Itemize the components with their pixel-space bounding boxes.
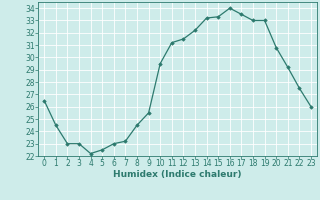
X-axis label: Humidex (Indice chaleur): Humidex (Indice chaleur) <box>113 170 242 179</box>
